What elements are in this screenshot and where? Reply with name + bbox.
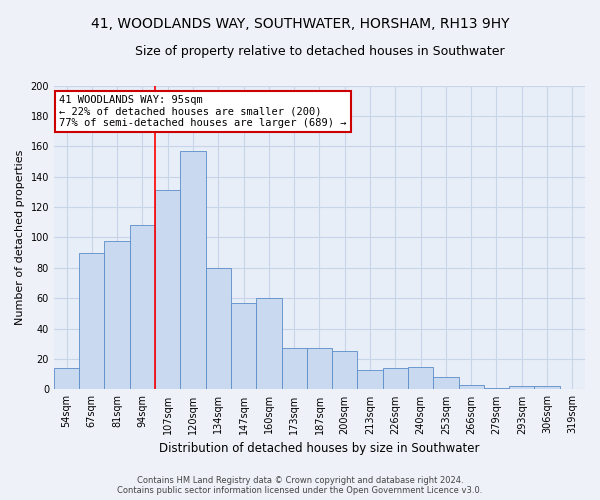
Bar [535,386,560,390]
Bar [484,388,509,390]
Bar [231,303,256,390]
Bar [408,366,433,390]
Bar [383,368,408,390]
Bar [104,240,130,390]
Text: 41, WOODLANDS WAY, SOUTHWATER, HORSHAM, RH13 9HY: 41, WOODLANDS WAY, SOUTHWATER, HORSHAM, … [91,18,509,32]
Title: Size of property relative to detached houses in Southwater: Size of property relative to detached ho… [134,45,504,58]
Bar [130,226,155,390]
X-axis label: Distribution of detached houses by size in Southwater: Distribution of detached houses by size … [159,442,480,455]
Bar [458,385,484,390]
Bar [509,386,535,390]
Bar [332,352,358,390]
Bar [307,348,332,390]
Bar [79,252,104,390]
Bar [155,190,181,390]
Bar [181,151,206,390]
Text: 41 WOODLANDS WAY: 95sqm
← 22% of detached houses are smaller (200)
77% of semi-d: 41 WOODLANDS WAY: 95sqm ← 22% of detache… [59,94,347,128]
Text: Contains HM Land Registry data © Crown copyright and database right 2024.
Contai: Contains HM Land Registry data © Crown c… [118,476,482,495]
Bar [433,378,458,390]
Bar [256,298,281,390]
Bar [358,370,383,390]
Bar [206,268,231,390]
Bar [281,348,307,390]
Bar [54,368,79,390]
Y-axis label: Number of detached properties: Number of detached properties [15,150,25,325]
